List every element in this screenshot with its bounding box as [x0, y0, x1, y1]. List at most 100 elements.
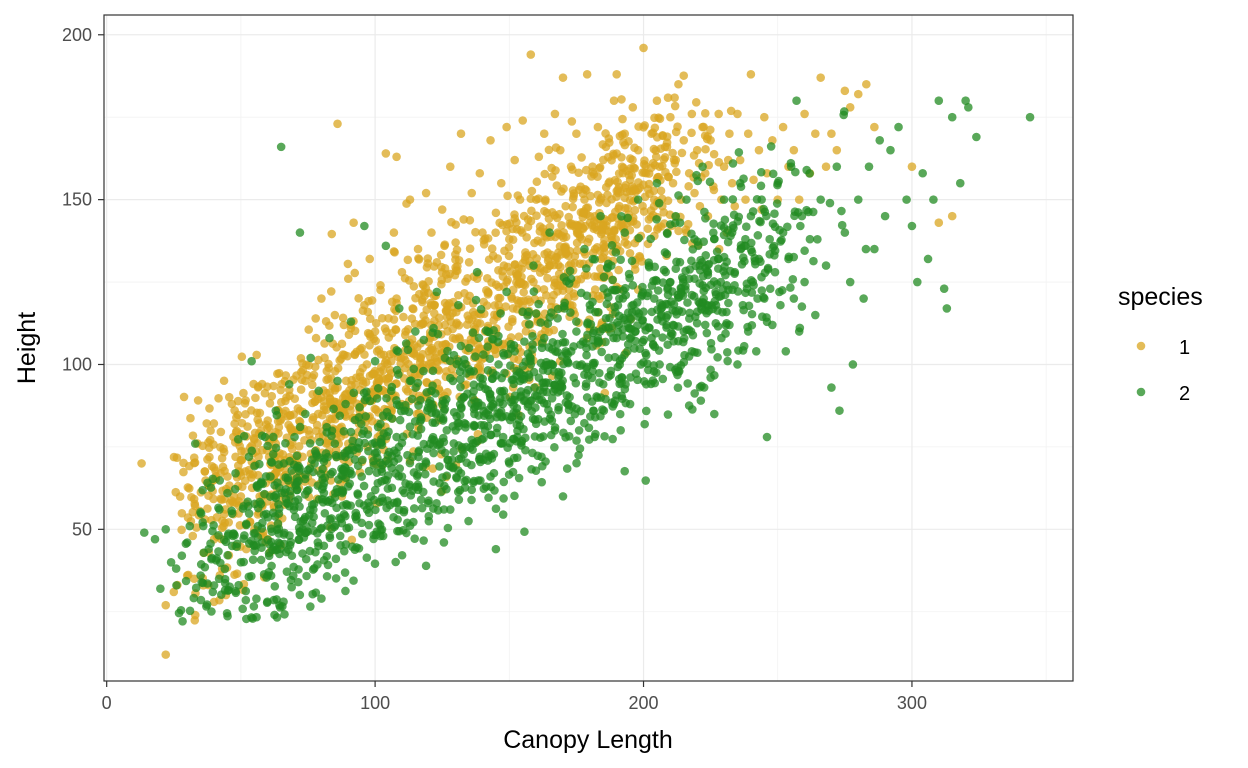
- data-point: [665, 278, 675, 287]
- data-point: [214, 393, 223, 403]
- data-point: [580, 244, 589, 254]
- data-point: [582, 343, 591, 353]
- data-point: [405, 422, 415, 432]
- data-point: [484, 410, 493, 420]
- data-point: [335, 531, 345, 541]
- data-point: [595, 327, 605, 336]
- data-point: [566, 221, 575, 230]
- data-point: [607, 240, 617, 250]
- data-point: [543, 360, 552, 370]
- data-point: [809, 256, 818, 266]
- data-point: [356, 419, 366, 429]
- data-point: [274, 483, 284, 492]
- data-point: [464, 343, 474, 353]
- data-point: [639, 358, 648, 367]
- data-point: [687, 256, 696, 266]
- data-point: [401, 479, 410, 488]
- data-point: [947, 112, 957, 122]
- data-point: [188, 431, 198, 440]
- data-point: [692, 318, 702, 328]
- data-point: [481, 326, 491, 335]
- points-layer: [137, 43, 1035, 659]
- data-point: [599, 155, 608, 165]
- data-point: [219, 535, 229, 545]
- data-point: [797, 302, 807, 311]
- data-point: [527, 465, 536, 474]
- data-point: [496, 309, 505, 318]
- data-point: [397, 438, 407, 448]
- data-point: [630, 327, 640, 336]
- data-point: [677, 307, 687, 316]
- data-point: [250, 529, 260, 538]
- data-point: [294, 565, 303, 574]
- data-point: [471, 295, 481, 305]
- data-point: [660, 153, 670, 162]
- data-point: [296, 385, 306, 394]
- data-point: [261, 420, 271, 429]
- data-point: [537, 343, 547, 353]
- data-point: [527, 206, 536, 216]
- data-point: [253, 521, 263, 531]
- data-point: [657, 310, 666, 320]
- data-point: [658, 278, 668, 287]
- data-point: [668, 178, 678, 188]
- data-point: [286, 423, 295, 432]
- data-point: [192, 523, 201, 532]
- data-point: [276, 397, 286, 407]
- data-point: [495, 386, 505, 396]
- data-point: [423, 254, 433, 263]
- data-point: [652, 225, 662, 234]
- data-point: [302, 571, 311, 581]
- data-point: [757, 312, 767, 322]
- data-point: [274, 460, 283, 469]
- data-point: [650, 262, 660, 272]
- data-point: [530, 238, 539, 248]
- data-point: [341, 376, 351, 386]
- data-point: [600, 248, 609, 257]
- data-point: [634, 309, 644, 318]
- data-point: [672, 257, 681, 267]
- y-tick-label: 200: [62, 25, 92, 45]
- data-point: [624, 323, 634, 333]
- data-point: [870, 122, 879, 132]
- data-point: [208, 474, 218, 484]
- data-point: [504, 242, 514, 252]
- data-point: [441, 270, 451, 279]
- data-point: [705, 125, 715, 135]
- data-point: [713, 254, 723, 264]
- data-point: [248, 555, 258, 564]
- data-point: [412, 351, 421, 361]
- data-point: [292, 371, 301, 380]
- data-point: [720, 215, 730, 225]
- data-point: [408, 429, 417, 439]
- data-point: [208, 587, 218, 597]
- data-point: [593, 172, 602, 181]
- data-point: [505, 219, 515, 228]
- data-point: [411, 293, 420, 303]
- data-point: [685, 314, 694, 323]
- data-point: [624, 269, 634, 279]
- data-point: [487, 244, 497, 253]
- data-point: [808, 207, 818, 217]
- data-point: [639, 335, 649, 345]
- data-point: [338, 313, 348, 323]
- data-point: [172, 581, 181, 590]
- data-point: [422, 388, 432, 397]
- data-point: [520, 280, 530, 290]
- data-point: [549, 387, 558, 396]
- data-point: [366, 492, 376, 501]
- data-point: [325, 531, 334, 540]
- data-point: [425, 396, 435, 405]
- data-point: [306, 353, 315, 363]
- data-point: [667, 297, 676, 306]
- data-point: [684, 325, 694, 335]
- data-point: [432, 499, 441, 508]
- data-point: [690, 389, 699, 398]
- data-point: [257, 379, 267, 389]
- data-point: [295, 590, 305, 600]
- data-point: [252, 350, 261, 360]
- data-point: [538, 387, 548, 397]
- data-point: [272, 595, 281, 604]
- data-point: [267, 458, 277, 467]
- data-point: [455, 410, 465, 420]
